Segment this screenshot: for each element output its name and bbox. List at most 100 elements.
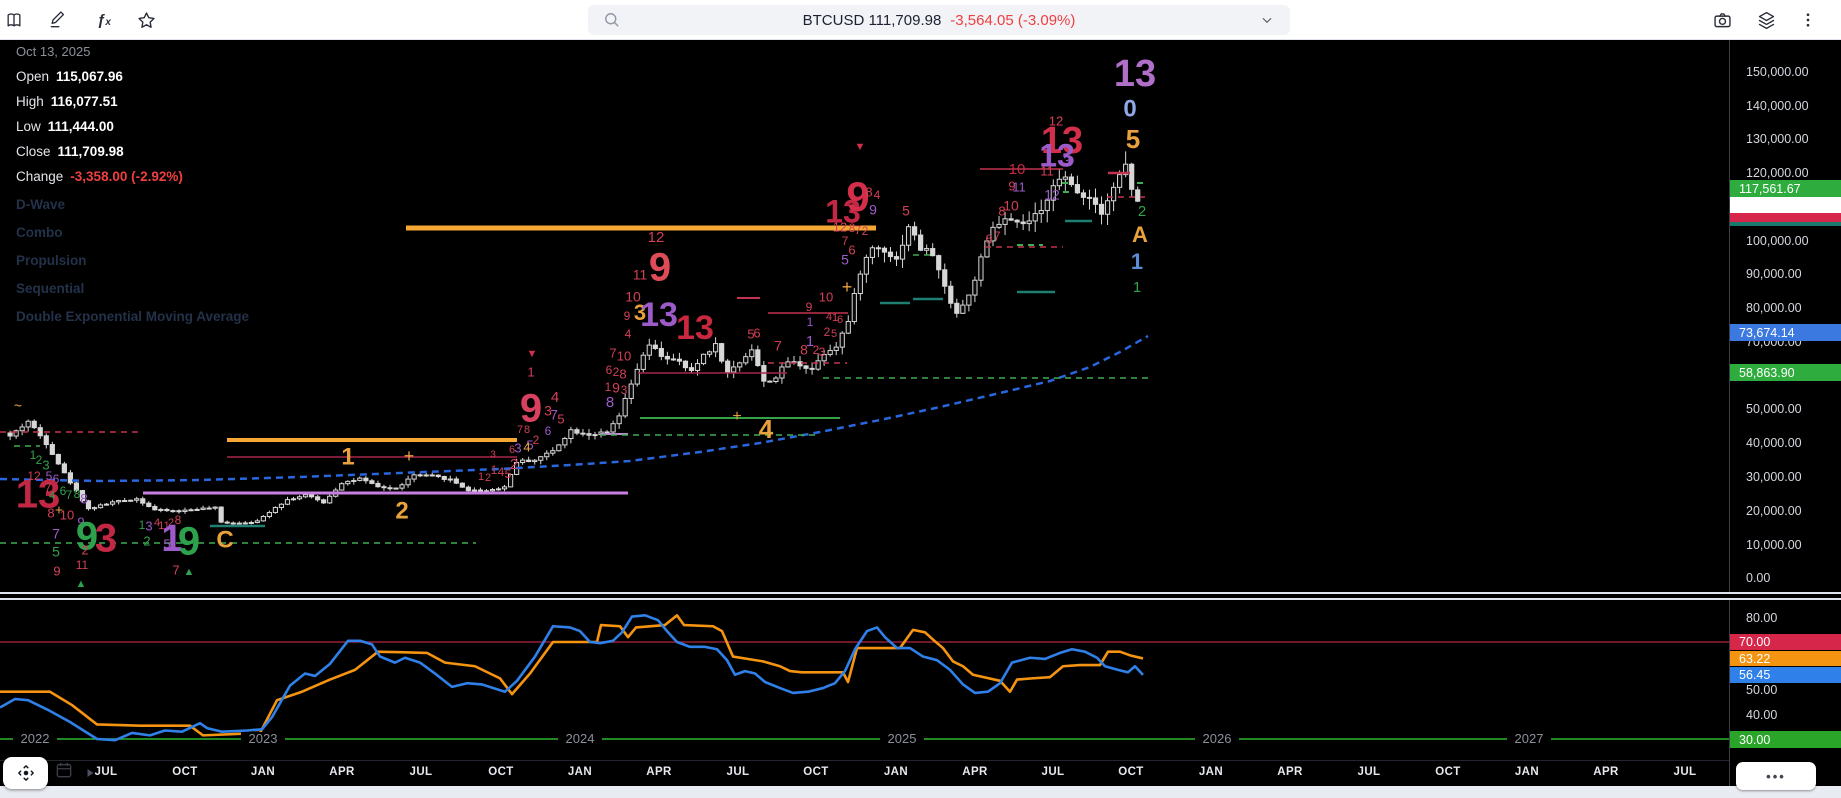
drawing-pencil-icon[interactable]	[44, 6, 72, 34]
pane-separator[interactable]	[0, 592, 1841, 600]
demark-annotation: 4	[874, 188, 881, 202]
demark-annotation: +	[732, 408, 741, 425]
watchlist-book-icon[interactable]	[0, 6, 28, 34]
demark-annotation: 1	[341, 443, 354, 470]
demark-annotation: A	[1132, 222, 1148, 247]
demark-annotation: 5	[505, 467, 512, 481]
demark-annotation: 3	[42, 457, 49, 472]
demark-annotation: 9	[869, 202, 877, 218]
calendar-icon[interactable]	[54, 760, 74, 780]
price-tick: 50,000.00	[1746, 402, 1802, 416]
price-tick: 40.00	[1746, 708, 1778, 722]
demark-annotation: 2	[824, 325, 831, 339]
demark-annotation: ▼	[527, 348, 538, 360]
year-label: 2025	[888, 731, 917, 746]
demark-annotation: 8	[849, 221, 856, 235]
demark-annotation: 9	[178, 520, 200, 564]
more-options-button[interactable]: •••	[1736, 762, 1816, 790]
price-label: 73,674.14	[1730, 324, 1841, 341]
chevron-down-icon[interactable]	[1260, 13, 1274, 27]
pan-scroll-button[interactable]	[3, 757, 48, 789]
demark-annotation: 2	[1138, 203, 1146, 220]
demark-annotation: 6	[60, 484, 67, 498]
demark-annotation: 9	[806, 300, 813, 314]
month-label: APR	[1593, 766, 1619, 778]
demark-annotation: +	[55, 502, 63, 518]
month-label: APR	[329, 766, 355, 778]
demark-annotation: 4	[826, 311, 832, 323]
demark-annotation: 13	[1114, 53, 1156, 95]
demark-annotation: 5	[1126, 124, 1140, 154]
price-tick: 10,000.00	[1746, 538, 1802, 552]
demark-annotation: 7	[842, 234, 849, 248]
month-label: APR	[962, 766, 988, 778]
demark-annotation: 3	[819, 345, 826, 359]
demark-annotation: 1	[139, 518, 146, 532]
year-label: 2024	[566, 731, 595, 746]
year-label: 2022	[21, 731, 50, 746]
price-tick: 20,000.00	[1746, 504, 1802, 518]
year-label: 2023	[249, 731, 278, 746]
price-tick: 120,000.00	[1746, 166, 1809, 180]
demark-annotation: 1	[478, 471, 484, 483]
demark-annotation: ▲	[76, 578, 87, 590]
demark-annotation: 7	[66, 488, 73, 502]
demark-annotation: 1	[1131, 249, 1143, 274]
demark-annotation: 9	[1008, 178, 1015, 193]
demark-annotation: 8	[175, 513, 182, 527]
demark-annotation: 9	[76, 515, 98, 559]
camera-icon[interactable]	[1708, 6, 1736, 34]
demark-annotation: 4	[523, 439, 530, 454]
price-axis[interactable]: 150,000.00 140,000.00 130,000.00 120,000.00…	[1729, 40, 1841, 786]
price-tick: 80.00	[1746, 611, 1778, 625]
demark-annotation: 7	[550, 407, 558, 423]
demark-annotation: 2	[613, 365, 620, 379]
price-tick: 90,000.00	[1746, 267, 1802, 281]
qqe-indicator-pane[interactable]: 2022 2023 2024 2025 2026 2027	[0, 600, 1729, 760]
symbol-search-bar[interactable]: BTCUSD 111,709.98 -3,564.05 (-3.09%)	[588, 5, 1290, 35]
demark-annotation: C	[216, 526, 233, 553]
demark-annotation: 12	[648, 229, 665, 246]
month-label: JUL	[1041, 766, 1065, 778]
demark-annotation: 6	[848, 242, 855, 257]
demark-annotation: 12	[1049, 113, 1063, 128]
favorites-star-icon[interactable]	[132, 6, 160, 34]
year-label: 2027	[1515, 731, 1544, 746]
search-change: -3,564.05 (-3.09%)	[950, 11, 1076, 29]
kebab-menu-icon[interactable]	[1794, 6, 1822, 34]
demark-annotation: 2	[862, 224, 869, 238]
demark-annotation: 8	[619, 366, 626, 381]
demark-annotation: 13	[1041, 120, 1083, 162]
price-tick: 30,000.00	[1746, 470, 1802, 484]
demark-annotation: 10	[617, 348, 631, 363]
demark-annotation: 11	[76, 558, 89, 572]
demark-annotation: 1	[807, 315, 814, 329]
goto-date-play-icon[interactable]	[84, 767, 96, 779]
month-label: APR	[646, 766, 672, 778]
demark-annotation: 8	[800, 342, 808, 358]
demark-annotation: 3	[95, 517, 117, 561]
demark-annotation: 13	[825, 193, 861, 229]
price-label: 30.00	[1730, 731, 1841, 748]
price-label	[1730, 213, 1841, 222]
month-label: JUL	[726, 766, 750, 778]
demark-annotation: 13	[640, 296, 678, 334]
price-label: 70.00	[1730, 634, 1841, 650]
demark-annotation: 8	[998, 203, 1005, 218]
time-axis[interactable]: JUL OCT JAN APR JUL OCT JAN APR JUL OCT JAN APR JUL O…	[0, 760, 1729, 786]
demark-annotation: 2	[143, 533, 150, 548]
month-label: OCT	[1118, 766, 1144, 778]
demark-annotation: 10	[1003, 198, 1019, 214]
demark-annotation: ▲	[184, 566, 195, 578]
demark-annotation: 10	[819, 289, 833, 304]
qqe-canvas[interactable]: 2022 2023 2024 2025 2026 2027	[0, 600, 1729, 760]
demark-annotation: 4	[759, 414, 774, 444]
main-chart-pane[interactable]: ~1 2 3 12 5 6 13 7 4 6 7 8 8 +8 10 9 9 3 7 5 9 2 11 ▲ 1 3 4 11 2 8 2 5 1…	[0, 40, 1729, 592]
price-tick: 80,000.00	[1746, 301, 1802, 315]
demark-annotation: 9	[846, 173, 869, 220]
layers-icon[interactable]	[1752, 6, 1780, 34]
demark-annotation: 2	[168, 517, 174, 529]
demark-annotation: 9	[612, 380, 620, 396]
